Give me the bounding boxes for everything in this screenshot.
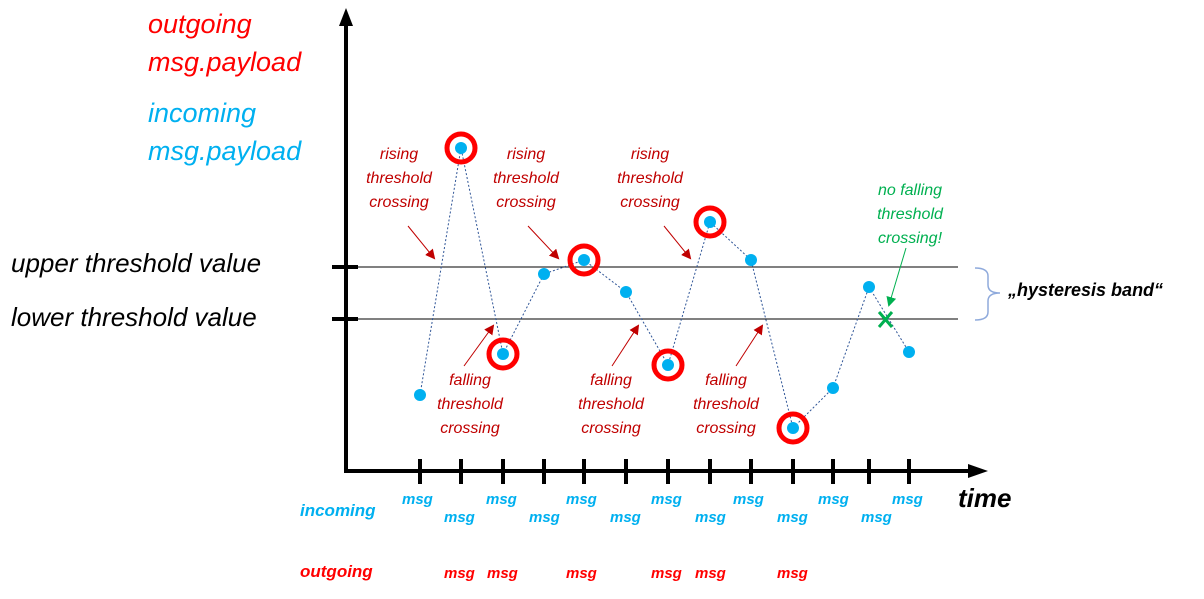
rising-annotation-3: rising threshold crossing	[617, 146, 683, 211]
outgoing-msg: msg	[695, 565, 726, 582]
time-axis-label: time	[958, 483, 1012, 513]
no-crossing-x-icon	[877, 311, 894, 328]
incoming-msg: msg	[892, 491, 923, 508]
hysteresis-brace	[974, 267, 1001, 321]
incoming-msg: msg	[733, 491, 764, 508]
hysteresis-band-label: „hysteresis band“	[1008, 280, 1164, 300]
lower-threshold-label: lower threshold value	[11, 302, 257, 332]
incoming-msg: msg	[610, 509, 641, 526]
incoming-row-label: incoming	[300, 501, 376, 520]
outgoing-msg: msg	[487, 565, 518, 582]
upper-threshold-label: upper threshold value	[11, 248, 262, 278]
annotation-arrows	[407, 225, 907, 367]
time-axis-arrow	[968, 464, 988, 478]
outgoing-msg: msg	[777, 565, 808, 582]
falling-annotation-2: falling threshold crossing	[578, 372, 644, 437]
rising-annotation-1: rising threshold crossing	[366, 146, 432, 211]
incoming-msg: msg	[402, 491, 433, 508]
legend-incoming-line1: incoming	[148, 98, 257, 128]
outgoing-msg: msg	[651, 565, 682, 582]
incoming-msg: msg	[444, 509, 475, 526]
time-ticks	[418, 459, 911, 484]
legend-outgoing-line2: msg.payload	[148, 47, 302, 77]
incoming-msg: msg	[529, 509, 560, 526]
legend-outgoing: outgoing msg.payload	[148, 5, 301, 81]
incoming-msg: msg	[651, 491, 682, 508]
incoming-points	[414, 142, 915, 434]
incoming-msg: msg	[566, 491, 597, 508]
outgoing-msg: msg	[566, 565, 597, 582]
incoming-msg: msg	[486, 491, 517, 508]
legend-incoming-line2: msg.payload	[148, 136, 302, 166]
outgoing-msg: msg	[444, 565, 475, 582]
outgoing-markers	[444, 131, 810, 445]
legend-outgoing-line1: outgoing	[148, 9, 252, 39]
no-falling-annotation: no falling threshold crossing!	[877, 182, 943, 247]
legend-incoming: incoming msg.payload	[148, 94, 301, 170]
incoming-msg: msg	[777, 509, 808, 526]
outgoing-row-label: outgoing	[300, 562, 373, 581]
incoming-msg: msg	[818, 491, 849, 508]
rising-annotation-2: rising threshold crossing	[493, 146, 559, 211]
incoming-msg: msg	[695, 509, 726, 526]
y-axis-arrow	[339, 8, 353, 26]
incoming-msg: msg	[861, 509, 892, 526]
falling-annotation-1: falling threshold crossing	[437, 372, 503, 437]
falling-annotation-3: falling threshold crossing	[693, 372, 759, 437]
